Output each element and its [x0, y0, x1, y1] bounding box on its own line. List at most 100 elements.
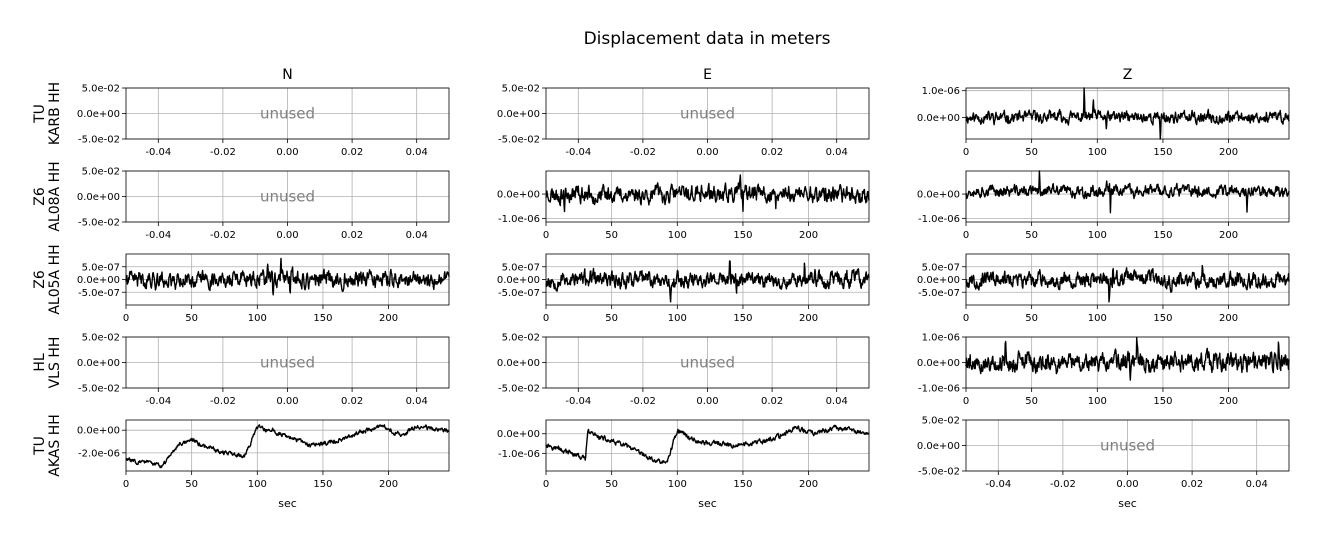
subplot-r1-c1: 0 50 100 150 200 -1.0e-06 0.0e+00	[497, 170, 870, 241]
x-tick-label: 200	[1219, 313, 1238, 324]
x-tick-label: 50	[605, 230, 618, 241]
y-tick-label: -5.0e-02	[78, 135, 120, 146]
x-tick-label: 0.04	[826, 147, 848, 158]
x-tick-label: -0.04	[565, 147, 591, 158]
unused-label: unused	[680, 105, 735, 123]
x-tick-label: -0.04	[565, 396, 591, 407]
row-label-network: Z6	[32, 187, 48, 206]
y-tick-label: -5.0e-07	[918, 288, 960, 299]
figure-title: Displacement data in meters	[584, 29, 831, 49]
x-tick-label: 50	[185, 313, 198, 324]
y-tick-label: -5.0e-02	[498, 384, 540, 395]
x-tick-label: 0.04	[406, 147, 428, 158]
y-tick-label: 5.0e-02	[922, 416, 960, 427]
y-tick-label: -5.0e-07	[498, 288, 540, 299]
axes-frame	[545, 170, 870, 223]
x-tick-label: 100	[668, 479, 687, 490]
displacement-trace	[965, 337, 1290, 381]
x-tick-label: 0.04	[406, 230, 428, 241]
x-tick-label: 50	[605, 313, 618, 324]
x-tick-label: 0	[543, 479, 549, 490]
y-tick-label: 0.0e+00	[77, 426, 120, 437]
x-tick-label: 150	[733, 313, 752, 324]
unused-label: unused	[260, 354, 315, 372]
axes-frame	[125, 419, 450, 472]
row-label-network: Z6	[32, 270, 48, 289]
y-tick-label: 0.0e+00	[497, 429, 540, 440]
row-label-network: HL	[32, 353, 48, 372]
x-tick-label: 0.02	[761, 147, 783, 158]
x-tick-label: 0.02	[341, 147, 363, 158]
x-tick-label: 0	[123, 479, 129, 490]
row-label-station: KARB HH	[47, 82, 63, 145]
x-tick-label: 0.02	[761, 396, 783, 407]
y-tick-label: 5.0e-07	[922, 262, 960, 273]
x-tick-label: 150	[733, 230, 752, 241]
displacement-trace	[965, 264, 1290, 303]
x-tick-label: 0.00	[276, 396, 298, 407]
x-tick-label: 150	[313, 479, 332, 490]
y-tick-label: 0.0e+00	[497, 275, 540, 286]
subplot-r2-c2: 0 50 100 150 200 -5.0e-07 0.0e+00 5.0e-07	[917, 253, 1290, 324]
x-tick-label: 50	[1025, 147, 1038, 158]
x-tick-label: 150	[313, 313, 332, 324]
y-tick-label: 0.0e+00	[77, 192, 120, 203]
x-tick-label: 0.04	[826, 396, 848, 407]
x-tick-label: 200	[799, 230, 818, 241]
x-tick-label: 0.00	[696, 396, 718, 407]
x-tick-label: -0.02	[1050, 479, 1076, 490]
column-title-e: E	[703, 67, 712, 83]
y-tick-label: 0.0e+00	[917, 275, 960, 286]
x-tick-label: 150	[1153, 396, 1172, 407]
y-tick-label: 0.0e+00	[77, 275, 120, 286]
y-tick-label: -2.0e-06	[78, 448, 120, 459]
subplot-r0-c0: -0.04 -0.02 0.00 0.02 0.04 -5.0e-02 0.0e+00 5.0…	[77, 84, 450, 158]
x-tick-label: 0	[963, 147, 969, 158]
y-tick-label: -5.0e-02	[918, 467, 960, 478]
x-tick-label: 0	[963, 396, 969, 407]
axes-frame	[965, 170, 1290, 223]
x-tick-label: -0.02	[210, 147, 236, 158]
y-tick-label: 0.0e+00	[497, 190, 540, 201]
y-tick-label: -5.0e-07	[78, 288, 120, 299]
y-tick-label: 0.0e+00	[497, 109, 540, 120]
x-tick-label: 0.02	[341, 230, 363, 241]
y-tick-label: -5.0e-02	[78, 384, 120, 395]
x-tick-label: -0.04	[145, 230, 171, 241]
subplot-r2-c1: 0 50 100 150 200 -5.0e-07 0.0e+00 5.0e-07	[497, 253, 870, 324]
x-tick-label: 150	[1153, 147, 1172, 158]
x-tick-label: 100	[248, 313, 267, 324]
axes-frame	[545, 419, 870, 472]
displacement-trace	[125, 424, 450, 469]
x-axis-label: sec	[1118, 497, 1137, 510]
y-tick-label: 5.0e-02	[82, 84, 120, 95]
x-tick-label: 100	[1088, 147, 1107, 158]
x-tick-label: 100	[248, 479, 267, 490]
subplot-r1-c2: 0 50 100 150 200 -1.0e-06 0.0e+00	[917, 170, 1290, 241]
y-tick-label: -1.0e-06	[498, 214, 540, 225]
subplot-r0-c1: -0.04 -0.02 0.00 0.02 0.04 -5.0e-02 0.0e+00 5.0…	[497, 84, 870, 158]
x-tick-label: 0.02	[341, 396, 363, 407]
x-tick-label: 0.00	[276, 147, 298, 158]
subplot-r3-c0: -0.04 -0.02 0.00 0.02 0.04 -5.0e-02 0.0e+00 5.0…	[77, 333, 450, 407]
subplot-r4-c1: 0 50 100 150 200 -1.0e-06 0.0e+00 sec	[497, 419, 870, 510]
x-tick-label: 50	[185, 479, 198, 490]
displacement-trace	[965, 170, 1290, 214]
x-tick-label: 0.00	[1116, 479, 1138, 490]
x-axis-label: sec	[698, 497, 717, 510]
y-tick-label: 5.0e-07	[82, 262, 120, 273]
x-tick-label: 0	[963, 230, 969, 241]
y-tick-label: -1.0e-06	[498, 449, 540, 460]
displacement-trace	[125, 257, 450, 296]
subplot-r2-c0: 0 50 100 150 200 -5.0e-07 0.0e+00 5.0e-07	[77, 253, 450, 324]
x-tick-label: 200	[379, 479, 398, 490]
x-tick-label: 150	[1153, 313, 1172, 324]
x-tick-label: 0	[543, 230, 549, 241]
x-tick-label: 0.04	[1246, 479, 1268, 490]
x-tick-label: 200	[1219, 396, 1238, 407]
x-tick-label: 200	[1219, 147, 1238, 158]
y-tick-label: 5.0e-02	[502, 84, 540, 95]
y-tick-label: -1.0e-06	[918, 384, 960, 395]
x-tick-label: 150	[733, 479, 752, 490]
